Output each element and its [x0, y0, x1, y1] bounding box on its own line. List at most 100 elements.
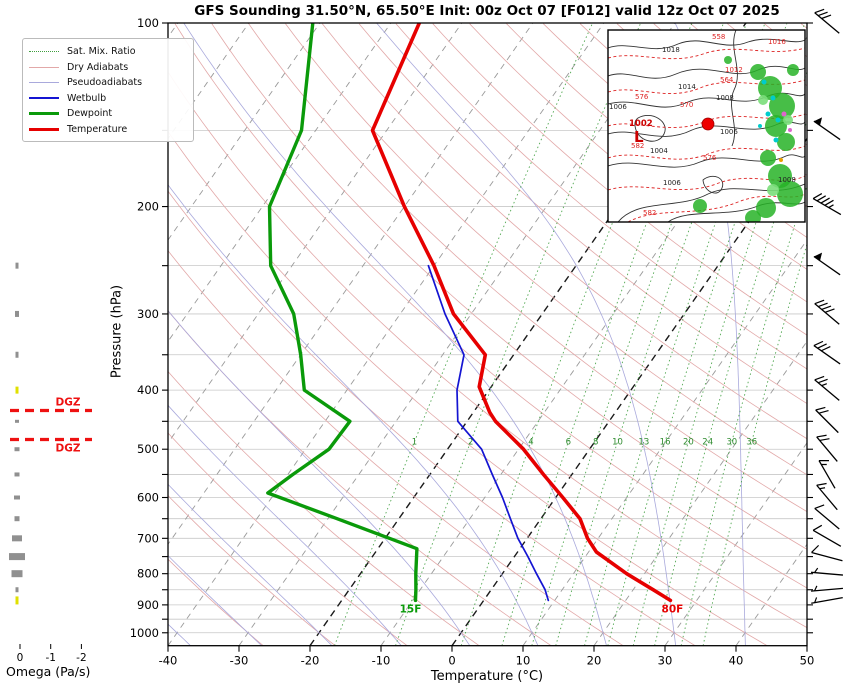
map-precip-cyan — [758, 124, 762, 128]
mixing-ratio-label: 13 — [638, 438, 649, 448]
legend-line-sample — [29, 82, 59, 84]
map-contour-black — [634, 114, 666, 142]
wind-barb-staff — [811, 551, 843, 562]
wind-barb-full — [814, 299, 825, 305]
pseudoadiabat-line — [168, 404, 402, 646]
surface-dewpoint-label: 15F — [400, 603, 422, 615]
isotherm-line — [451, 137, 807, 646]
temperature-curve — [370, 23, 673, 603]
wind-barb-full — [817, 343, 827, 349]
wind-barb-full — [816, 482, 827, 486]
wind-barb-pennant — [813, 252, 823, 261]
wind-barb — [811, 567, 843, 576]
wind-barb-staff — [814, 507, 840, 530]
map-precip-green — [756, 198, 776, 218]
wind-barb-staff — [815, 409, 839, 434]
pressure-tick-label: 300 — [137, 307, 159, 321]
wind-barb — [813, 252, 841, 276]
dry-adiabat-line — [168, 71, 807, 629]
wind-barb-staff — [811, 587, 843, 592]
map-precip-pink — [781, 111, 787, 117]
omega-bar — [14, 516, 20, 522]
map-precip-pink — [788, 128, 792, 132]
inset-map: 558 1016 1018 1012 564 1014 576 570 1008 1006 1006… — [607, 29, 806, 223]
mixing-ratio-line — [395, 23, 641, 646]
pressure-tick-label: 200 — [137, 200, 159, 214]
mixing-ratio-label: 2 — [468, 438, 473, 448]
wind-barb-full — [821, 305, 832, 311]
wind-barb-full — [816, 195, 827, 202]
mixing-ratio-line — [334, 23, 593, 646]
pressure-tick-label: 100 — [137, 16, 159, 30]
omega-bar — [12, 535, 22, 542]
wind-barb — [815, 406, 839, 434]
wind-barb-half — [828, 204, 834, 209]
dry-adiabat-line — [285, 23, 807, 476]
pressure-tick-label: 400 — [137, 383, 159, 397]
map-contour-label: 1006 — [609, 103, 627, 111]
pseudoadiabat-line — [168, 184, 539, 646]
wind-barb — [811, 585, 843, 592]
mixing-ratio-label: 36 — [746, 438, 757, 448]
map-precip-cyan — [761, 79, 767, 85]
dry-adiabat-line — [168, 130, 768, 646]
wind-barb — [814, 8, 840, 34]
legend-item-label: Temperature — [67, 123, 128, 135]
pseudoadiabat-line — [168, 483, 333, 646]
wind-barb-full — [812, 193, 823, 200]
mixing-ratio-line — [632, 70, 807, 646]
wind-barb-full — [817, 378, 828, 384]
map-border — [607, 29, 806, 223]
omega-tick-label: 0 — [17, 652, 24, 664]
dgz-markers: DGZ DGZ — [10, 397, 92, 455]
wind-barb-staff — [818, 460, 836, 489]
pressure-tick-label: 600 — [137, 491, 159, 505]
wind-barb-half — [814, 567, 819, 573]
legend-item-label: Pseudoadiabats — [67, 77, 143, 89]
temperature-tick-label: 0 — [448, 654, 455, 668]
map-precip-orange — [779, 158, 783, 162]
map-low-symbol: L — [634, 128, 644, 146]
wind-barb-full — [814, 8, 825, 14]
wind-barb-half — [814, 597, 818, 603]
temperature-tick-label: 20 — [587, 654, 602, 668]
legend-item-label: Wetbulb — [67, 92, 107, 104]
wind-barb-staff — [816, 436, 838, 462]
wind-barb-full — [814, 375, 825, 381]
wind-barb-full — [821, 14, 832, 20]
mixing-ratio-label: 1 — [412, 438, 417, 448]
wind-barb-pennant — [813, 117, 823, 126]
map-precip-green — [693, 199, 707, 213]
legend-item: Wetbulb — [29, 91, 187, 107]
omega-bar — [15, 310, 19, 317]
pressure-tick-label: 900 — [137, 598, 159, 612]
wind-barb-staff — [814, 12, 840, 34]
map-contour-label: 576 — [635, 93, 649, 101]
map-contour-black — [608, 121, 805, 137]
isotherm-line — [168, 23, 534, 546]
map-contour-label: 558 — [712, 33, 725, 41]
legend-item: Pseudoadiabats — [29, 75, 187, 91]
dgz-label: DGZ — [56, 397, 81, 409]
wind-barb — [812, 524, 842, 547]
sounding-curves — [266, 23, 673, 603]
wind-barb-full — [820, 197, 830, 204]
temperature-tick-label: 10 — [516, 654, 531, 668]
wind-barb-full — [818, 410, 829, 414]
map-low-pressure-label: 1002 — [629, 119, 653, 129]
isotherm-line — [593, 340, 807, 646]
dry-adiabat-line — [432, 23, 807, 336]
legend-item: Dry Adiabats — [29, 60, 187, 76]
map-contour-black — [608, 65, 805, 79]
mixing-ratio-label: 4 — [528, 438, 533, 448]
dgz-label: DGZ — [56, 443, 81, 455]
wind-barb-staff — [814, 379, 840, 401]
map-contour-label: 1008 — [716, 94, 734, 102]
wind-barb — [816, 482, 838, 511]
pressure-tick-label: 700 — [137, 531, 159, 545]
omega-bar — [9, 553, 25, 561]
temperature-tick-label: 40 — [729, 654, 744, 668]
temperature-tick-label: -40 — [159, 654, 178, 668]
map-contour-red-dashed — [608, 175, 805, 191]
